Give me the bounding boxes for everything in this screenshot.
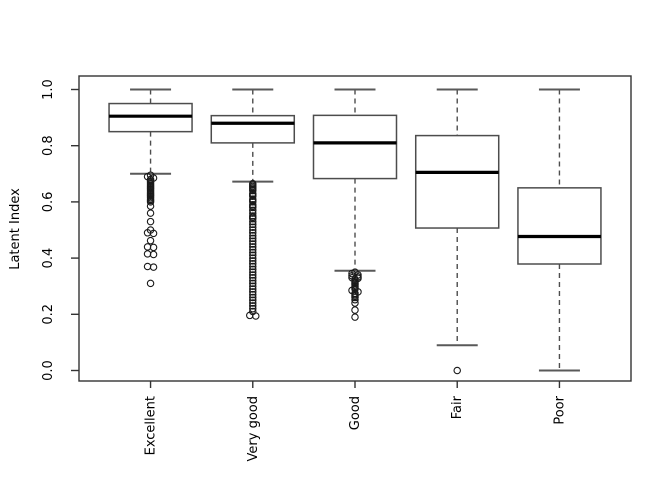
y-tick-label: 0.0 bbox=[41, 360, 56, 381]
outlier-point bbox=[249, 254, 257, 262]
x-category-label: Very good bbox=[246, 396, 261, 461]
outlier-point bbox=[249, 237, 257, 245]
y-tick-label: 0.8 bbox=[41, 135, 56, 156]
x-category-label: Fair bbox=[450, 395, 465, 419]
outlier-point bbox=[249, 240, 257, 248]
outlier-point bbox=[249, 285, 257, 293]
outlier-point bbox=[249, 282, 257, 290]
outlier-point bbox=[249, 226, 257, 234]
outlier-point bbox=[249, 302, 257, 310]
outlier-point bbox=[146, 217, 155, 226]
outlier-point bbox=[249, 203, 257, 212]
iqr-box bbox=[312, 114, 398, 180]
outlier-point bbox=[249, 279, 257, 288]
outlier-point bbox=[249, 231, 257, 240]
outlier-point bbox=[249, 192, 257, 201]
outlier-point bbox=[249, 186, 257, 195]
outlier-point bbox=[143, 243, 152, 251]
y-tick-label: 0.2 bbox=[41, 304, 56, 325]
outlier-point bbox=[249, 288, 257, 296]
outlier-point bbox=[249, 299, 257, 307]
outlier-point bbox=[249, 290, 257, 299]
outlier-point bbox=[249, 293, 257, 302]
x-category-label: Poor bbox=[552, 395, 567, 424]
outlier-point bbox=[249, 209, 257, 217]
outlier-point bbox=[249, 251, 257, 260]
outlier-point bbox=[149, 229, 158, 238]
outlier-point bbox=[249, 271, 257, 279]
outlier-point bbox=[249, 220, 257, 229]
iqr-box bbox=[414, 134, 500, 229]
outlier-point bbox=[351, 299, 359, 307]
outlier-point bbox=[146, 209, 155, 217]
box-group bbox=[108, 88, 193, 288]
box-group bbox=[414, 88, 500, 375]
x-category-label: Excellent bbox=[144, 396, 159, 455]
outlier-point bbox=[249, 206, 257, 215]
boxes-layer bbox=[108, 88, 602, 375]
outlier-point bbox=[249, 248, 257, 257]
outlier-point bbox=[149, 243, 158, 252]
outlier-point bbox=[249, 257, 257, 265]
outlier-point bbox=[249, 265, 257, 274]
x-category-label: Good bbox=[348, 396, 363, 430]
outlier-point bbox=[143, 250, 152, 258]
outlier-point bbox=[351, 293, 359, 302]
y-axis-title: Latent Index bbox=[8, 188, 23, 270]
box-group bbox=[210, 88, 296, 320]
iqr-box bbox=[517, 187, 602, 265]
box-group bbox=[517, 88, 602, 372]
outlier-point bbox=[249, 262, 257, 271]
outlier-point bbox=[453, 366, 461, 375]
outlier-point bbox=[252, 312, 260, 320]
outlier-point bbox=[149, 263, 158, 271]
iqr-box bbox=[210, 114, 296, 144]
outlier-point bbox=[249, 245, 257, 254]
outlier-point bbox=[249, 229, 257, 237]
y-tick-label: 1.0 bbox=[41, 79, 56, 100]
outlier-point bbox=[249, 259, 257, 268]
outlier-point bbox=[249, 234, 257, 243]
outlier-point bbox=[146, 279, 155, 288]
outlier-point bbox=[249, 276, 257, 285]
box-group bbox=[312, 88, 398, 321]
outlier-point bbox=[249, 296, 257, 304]
outlier-point bbox=[249, 217, 257, 226]
outlier-point bbox=[249, 243, 257, 251]
outlier-point bbox=[143, 262, 152, 271]
outlier-point bbox=[249, 223, 257, 231]
axes-layer: 0.0 0.2 0.4 0.6 0.8 1.0 Excellent Very good Good… bbox=[41, 79, 567, 461]
outlier-point bbox=[146, 202, 155, 210]
y-tick-label: 0.4 bbox=[41, 248, 56, 269]
outlier-point bbox=[146, 198, 155, 206]
outlier-point bbox=[146, 236, 155, 245]
outlier-point bbox=[249, 215, 257, 223]
outlier-point bbox=[249, 268, 257, 276]
outlier-point bbox=[249, 274, 257, 282]
outlier-point bbox=[351, 313, 359, 321]
outlier-point bbox=[249, 304, 257, 313]
y-tick-label: 0.6 bbox=[41, 192, 56, 213]
outlier-point bbox=[249, 198, 257, 206]
outlier-point bbox=[351, 295, 359, 304]
outlier-point bbox=[351, 306, 359, 314]
outlier-point bbox=[149, 250, 158, 259]
